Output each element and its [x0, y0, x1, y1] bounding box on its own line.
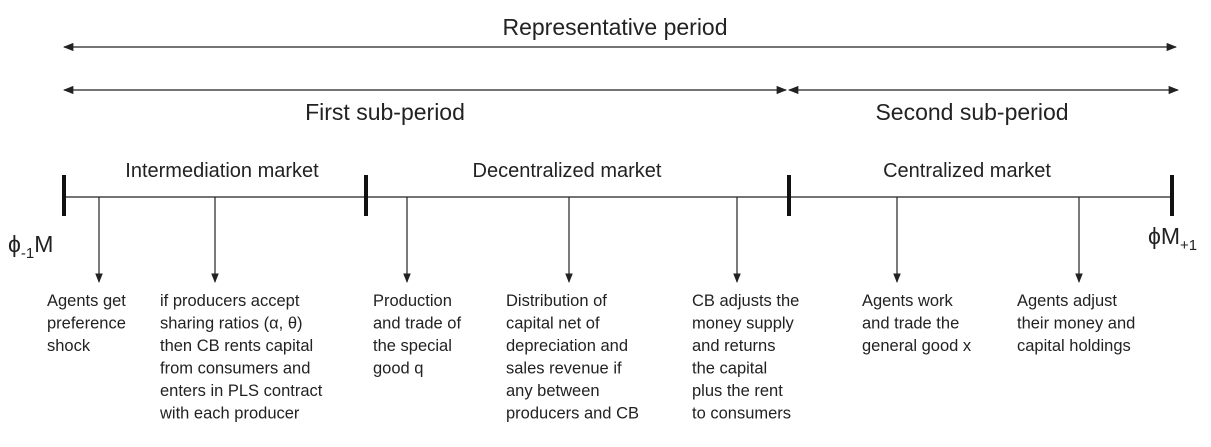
event-text: good q: [373, 360, 423, 378]
end-base: ϕM: [1148, 223, 1180, 249]
sub-period-label: Second sub-period: [875, 99, 1068, 125]
event-text: the special: [373, 337, 452, 355]
end-sub: +1: [1180, 237, 1197, 254]
event-text: plus the rent: [692, 382, 783, 400]
event-text: and returns: [692, 337, 775, 355]
start-base: ϕ: [8, 231, 21, 257]
event-text: Agents work: [862, 292, 954, 310]
event-text: with each producer: [159, 405, 300, 423]
event-text: from consumers and: [160, 360, 310, 378]
title: Representative period: [502, 14, 727, 40]
event-text: CB adjusts the: [692, 292, 799, 310]
event-text: capital holdings: [1017, 337, 1131, 355]
event-text: and trade the: [862, 315, 959, 333]
event-text: the capital: [692, 360, 767, 378]
end-label: ϕM+1: [1148, 223, 1197, 254]
event-text: sharing ratios (α, θ): [160, 315, 303, 333]
market-label: Decentralized market: [473, 160, 662, 182]
event-text: to consumers: [692, 405, 791, 423]
event-text: shock: [47, 337, 91, 355]
start-after: M: [34, 231, 53, 257]
event-text: Agents adjust: [1017, 292, 1117, 310]
event-text: enters in PLS contract: [160, 382, 323, 400]
event-text: Distribution of: [506, 292, 607, 310]
event-text: then CB rents capital: [160, 337, 313, 355]
event-text: Agents get: [47, 292, 126, 310]
market-label: Centralized market: [883, 160, 1051, 182]
event-text: preference: [47, 315, 126, 333]
event-text: any between: [506, 382, 600, 400]
event-text: if producers accept: [160, 292, 300, 310]
start-sub: -1: [21, 245, 34, 262]
event-text: their money and: [1017, 315, 1135, 333]
market-label: Intermediation market: [125, 160, 319, 182]
event-text: general good x: [862, 337, 972, 355]
event-text: producers and CB: [506, 405, 639, 423]
event-text: Production: [373, 292, 452, 310]
event-text: sales revenue if: [506, 360, 622, 378]
start-label: ϕ-1M: [8, 231, 53, 262]
event-text: money supply: [692, 315, 795, 333]
event-text: depreciation and: [506, 337, 628, 355]
sub-period-label: First sub-period: [305, 99, 465, 125]
event-text: capital net of: [506, 315, 600, 333]
event-text: and trade of: [373, 315, 461, 333]
